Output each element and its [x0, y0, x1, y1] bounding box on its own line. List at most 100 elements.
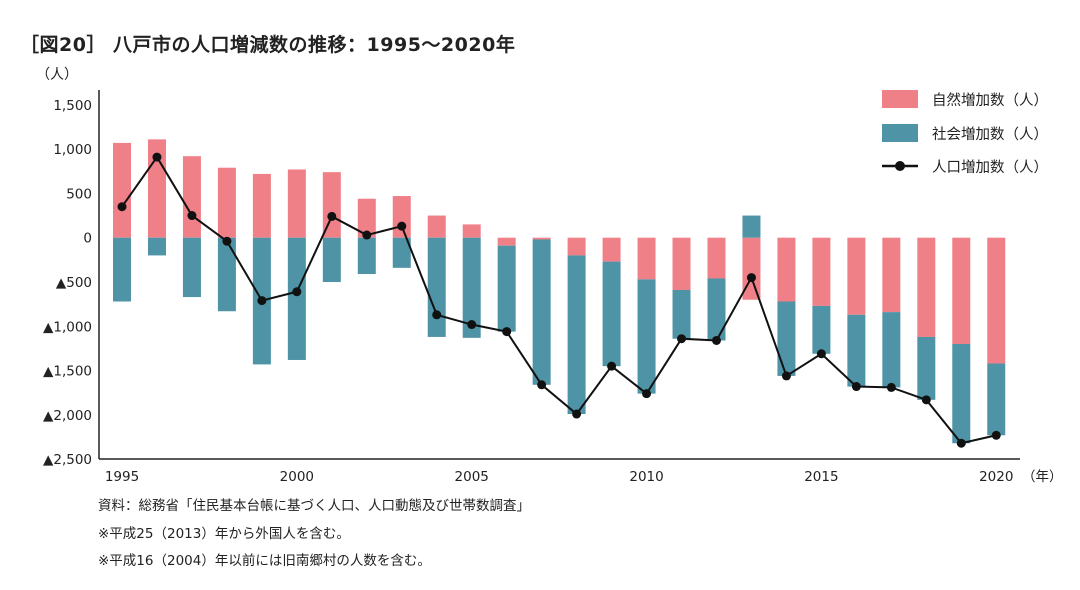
population-increase-line: [121, 155, 997, 445]
legend-label-natural: 自然増加数（人）: [932, 92, 1048, 109]
y-tick-label: ▲2,500: [43, 452, 92, 468]
population-increase-point: [851, 382, 861, 392]
natural-increase-bar: [987, 237, 1006, 364]
natural-increase-bar: [287, 169, 306, 238]
population-increase-point: [397, 221, 407, 231]
social-increase-bar: [847, 314, 866, 387]
natural-increase-bar: [182, 156, 201, 238]
y-tick-label: 1,500: [53, 98, 92, 114]
population-increase-point: [537, 380, 547, 390]
social-increase-bar: [113, 237, 131, 302]
social-increase-bar: [392, 237, 411, 268]
social-increase-bar: [427, 237, 446, 337]
natural-increase-bar: [812, 237, 831, 306]
population-increase-point: [816, 349, 826, 359]
legend-swatch-social: [882, 124, 918, 142]
natural-increase-bar: [497, 237, 516, 246]
natural-increase-bar: [882, 237, 901, 313]
social-increase-bar: [497, 245, 516, 332]
social-increase-bar: [567, 255, 586, 415]
natural-increase-bar: [357, 198, 376, 238]
natural-increase-bar: [252, 173, 271, 238]
y-tick-label: ▲1,500: [43, 364, 92, 380]
population-increase-point: [432, 310, 442, 320]
y-tick-label: ▲2,000: [43, 408, 92, 424]
x-tick-label: 1995: [105, 469, 139, 485]
y-axis-unit: （人）: [36, 67, 78, 83]
social-increase-bar: [917, 336, 936, 400]
legend-marker-total: [895, 161, 905, 171]
social-increase-bar: [742, 215, 761, 238]
natural-increase-bar: [637, 237, 656, 280]
population-increase-point: [502, 327, 512, 337]
population-increase-point: [886, 382, 896, 392]
population-increase-point: [572, 409, 582, 419]
natural-increase-bar: [462, 224, 481, 238]
natural-increase-bar: [427, 215, 446, 238]
natural-increase-bar: [917, 237, 936, 337]
population-increase-point: [187, 211, 197, 221]
natural-increase-bar: [602, 237, 621, 262]
source-note: 資料：総務省「住民基本台帳に基づく人口、人口動態及び世帯数調査」: [98, 498, 530, 514]
footnote-2004: ※平成16（2004）年以前には旧南郷村の人数を含む。: [98, 553, 431, 569]
y-tick-label: 500: [66, 186, 92, 202]
natural-increase-bar: [952, 237, 971, 345]
population-increase-point: [222, 236, 232, 246]
population-increase-point: [642, 389, 652, 399]
legend-swatch-natural: [882, 90, 918, 108]
population-increase-point: [467, 320, 477, 330]
population-increase-point: [921, 395, 931, 405]
natural-increase-bar: [847, 237, 866, 315]
social-increase-bar: [707, 278, 726, 341]
natural-increase-bar: [707, 237, 726, 279]
legend-label-total: 人口増加数（人）: [932, 159, 1048, 176]
population-increase-point: [746, 273, 756, 283]
natural-increase-bar: [322, 172, 341, 238]
social-increase-bar: [532, 239, 551, 385]
x-tick-label: 2000: [280, 469, 314, 485]
social-increase-bar: [322, 237, 341, 282]
x-tick-label: 2020: [979, 469, 1013, 485]
social-increase-bar: [672, 289, 691, 339]
natural-increase-bar: [217, 167, 236, 238]
natural-increase-bar: [672, 237, 691, 290]
population-increase-point: [781, 371, 791, 381]
social-increase-bar: [987, 363, 1006, 436]
population-increase-point: [711, 335, 721, 345]
population-increase-point: [956, 438, 966, 448]
social-increase-bar: [287, 237, 306, 360]
y-tick-label: 0: [83, 231, 92, 247]
x-axis-unit: （年）: [1022, 469, 1063, 485]
natural-increase-bar: [392, 196, 411, 238]
population-increase-point: [117, 202, 127, 212]
social-increase-bar: [147, 237, 166, 256]
x-tick-label: 2005: [455, 469, 489, 485]
legend-label-social: 社会増加数（人）: [932, 126, 1048, 143]
natural-increase-bar: [567, 237, 586, 256]
footnote-2013: ※平成25（2013）年から外国人を含む。: [98, 526, 350, 542]
chart-title: ［図20］ 八戸市の人口増減数の推移：1995〜2020年: [20, 34, 516, 56]
social-increase-bar: [182, 237, 201, 298]
population-increase-point: [257, 296, 267, 306]
y-tick-label: ▲500: [56, 275, 92, 291]
population-increase-point: [292, 287, 302, 297]
social-increase-bar: [357, 237, 376, 275]
social-increase-bar: [637, 279, 656, 394]
x-tick-label: 2010: [629, 469, 663, 485]
x-tick-label: 2015: [804, 469, 838, 485]
population-increase-point: [152, 152, 162, 162]
social-increase-bar: [462, 237, 481, 338]
population-increase-point: [362, 230, 372, 240]
population-increase-point: [991, 430, 1001, 440]
social-increase-bar: [602, 261, 621, 367]
population-increase-point: [607, 361, 617, 371]
social-increase-bar: [882, 312, 901, 388]
population-increase-point: [327, 211, 337, 221]
social-increase-bar: [952, 344, 971, 444]
natural-increase-bar: [532, 237, 551, 240]
y-tick-label: 1,000: [53, 142, 92, 158]
natural-increase-bar: [777, 237, 796, 302]
population-increase-point: [677, 334, 687, 344]
y-tick-label: ▲1,000: [43, 319, 92, 335]
